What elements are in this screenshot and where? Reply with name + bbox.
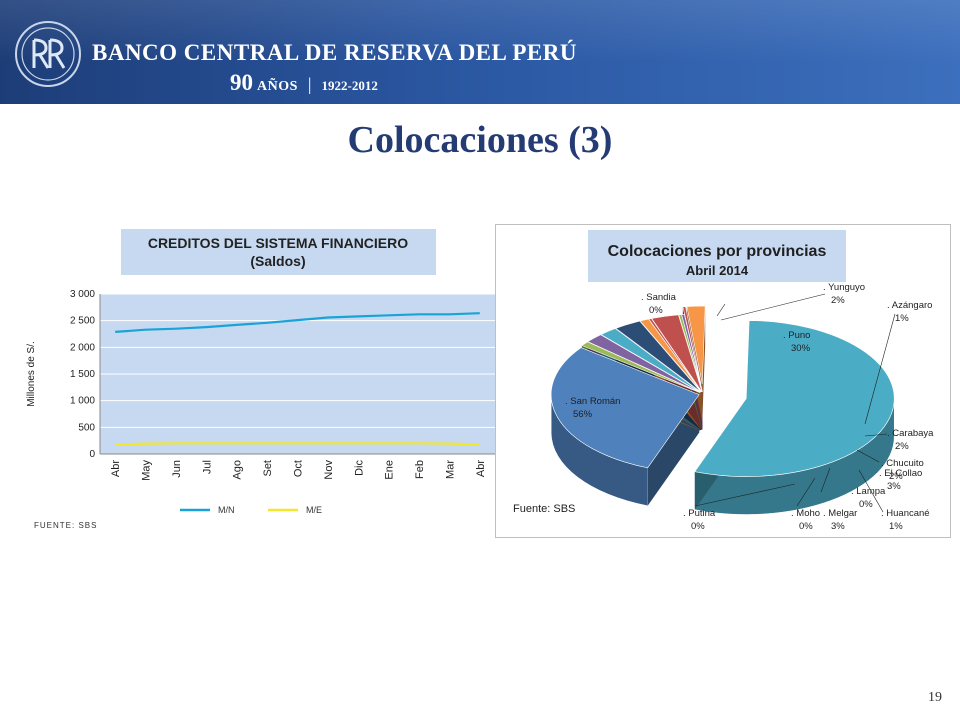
- line-chart-legend: M/N M/E: [180, 505, 322, 515]
- y-tick-label: 0: [89, 449, 95, 460]
- line-chart-source: FUENTE: SBS: [34, 521, 97, 530]
- pie-label-name: . Yunguyo: [823, 282, 865, 293]
- pie-label-name: . Moho: [791, 508, 820, 519]
- legend-label: M/E: [306, 505, 322, 515]
- pie-label-pct: 2%: [831, 295, 845, 306]
- bank-logo-icon: [15, 21, 81, 87]
- pie-label-pct: 3%: [831, 521, 845, 532]
- pie-label-name: . Lampa: [851, 486, 886, 497]
- y-tick-label: 2 000: [70, 342, 95, 353]
- pie-label-pct: 0%: [799, 521, 813, 532]
- y-tick-label: 1 000: [70, 396, 95, 407]
- pie-leader-line: [716, 303, 726, 317]
- x-tick-label: Mar: [444, 460, 456, 479]
- pie-label-pct: 56%: [573, 409, 593, 420]
- pie-label-pct: 2%: [889, 471, 903, 482]
- pie-leader-line: [864, 313, 896, 425]
- x-tick-label: Oct: [293, 460, 305, 477]
- pie-label-pct: 3%: [887, 481, 901, 492]
- pie-chart-slices: [550, 305, 895, 515]
- pie-label-pct: 1%: [895, 313, 909, 324]
- pie-leader-line: [858, 469, 884, 513]
- pie-label-pct: 2%: [895, 441, 909, 452]
- x-tick-label: Ago: [232, 460, 244, 480]
- pie-label-name: . Carabaya: [887, 428, 934, 439]
- anniversary-years: 1922-2012: [321, 78, 378, 93]
- pie-label-pct: 0%: [859, 499, 873, 510]
- pie-label-pct: 0%: [691, 521, 705, 532]
- pie-chart-labels: . San Román 56% . Puno 30% . Azángaro 1% . Car…: [565, 282, 934, 532]
- series-line-0: [115, 312, 480, 333]
- line-chart-subtitle: (Saldos): [250, 253, 305, 269]
- pie-leader-line: [694, 483, 796, 507]
- x-tick-label: Feb: [414, 460, 426, 479]
- pie-chart-title: Colocaciones por provincias: [608, 243, 827, 260]
- pie-label-name: . Huancané: [881, 508, 930, 519]
- pie-leader-line: [796, 477, 816, 507]
- line-chart-y-ticks: 0 500 1 000 1 500 2 000 2 500 3 000: [70, 289, 95, 460]
- x-tick-label: May: [141, 460, 153, 481]
- line-chart-title-box: [121, 229, 436, 275]
- pie-label-name: . Putina: [683, 508, 716, 519]
- anniversary-label: 90 AÑOS | 1922-2012: [230, 70, 378, 96]
- pie-slice: [694, 320, 895, 477]
- anniversary-number: 90: [230, 70, 253, 95]
- pie-slice-wall: [702, 306, 706, 423]
- pie-slice: [686, 305, 706, 385]
- pie-label-name: . San Román: [565, 396, 620, 407]
- y-tick-label: 3 000: [70, 289, 95, 300]
- pie-label-pct: 0%: [649, 305, 663, 316]
- x-tick-label: Ene: [384, 460, 396, 480]
- line-chart: CREDITOS DEL SISTEMA FINANCIERO (Saldos)…: [26, 229, 495, 530]
- x-tick-label: Nov: [323, 460, 335, 480]
- pie-slice: [615, 320, 702, 393]
- header-banner: BANCO CENTRAL DE RESERVA DEL PERÚ 90 AÑO…: [0, 0, 960, 104]
- pie-slice: [682, 306, 702, 385]
- line-chart-title: CREDITOS DEL SISTEMA FINANCIERO: [148, 235, 408, 251]
- pie-slice: [648, 318, 702, 393]
- anniversary-separator: |: [307, 74, 312, 94]
- y-tick-label: 2 500: [70, 316, 95, 327]
- pie-chart-source: Fuente: SBS: [513, 503, 575, 515]
- header-shine: [0, 0, 960, 104]
- pie-slice: [550, 347, 700, 469]
- page-number: 19: [928, 690, 942, 705]
- anniversary-word: AÑOS: [257, 79, 298, 94]
- y-tick-label: 1 500: [70, 369, 95, 380]
- pie-leader-line: [720, 293, 826, 321]
- legend-label: M/N: [218, 505, 235, 515]
- pie-slice: [587, 334, 701, 393]
- x-tick-label: Dic: [353, 460, 365, 476]
- pie-label-name: . Melgar: [823, 508, 857, 519]
- x-tick-label: Abr: [110, 460, 122, 477]
- pie-chart-subtitle: Abril 2014: [686, 263, 749, 278]
- pie-label-name: . Azángaro: [887, 300, 932, 311]
- pie-label-name: . Chucuito: [881, 458, 924, 469]
- slide-title: Colocaciones (3): [347, 119, 613, 161]
- line-chart-x-ticks: Abr May Jun Jul Ago Set Oct Nov Dic Ene Feb Mar Abr: [110, 460, 487, 481]
- x-tick-label: Set: [262, 460, 274, 477]
- pie-slice: [600, 328, 701, 393]
- pie-label-name: . El Collao: [879, 468, 922, 479]
- pie-leader-line: [856, 449, 880, 463]
- pie-label-pct: 30%: [791, 343, 811, 354]
- line-chart-gridlines: [99, 293, 495, 455]
- bank-name: BANCO CENTRAL DE RESERVA DEL PERÚ: [92, 40, 577, 65]
- x-tick-label: Jul: [201, 460, 213, 474]
- pie-chart-title-box: [588, 230, 846, 282]
- pie-label-name: . Puno: [783, 330, 810, 341]
- y-tick-label: 500: [78, 422, 95, 433]
- pie-label-pct: 1%: [889, 521, 903, 532]
- pie-leader-line: [864, 433, 888, 437]
- line-chart-ylabel: Millones de S/.: [26, 341, 37, 407]
- x-tick-label: Jun: [171, 460, 183, 478]
- pie-label-name: . Sandia: [641, 292, 677, 303]
- x-tick-label: Abr: [475, 460, 487, 477]
- pie-slice: [651, 314, 703, 393]
- pie-leader-line: [820, 467, 831, 493]
- series-line-1: [115, 442, 480, 446]
- pie-chart: Colocaciones por provincias Abril 2014 .…: [495, 224, 951, 538]
- line-chart-series: [115, 312, 480, 446]
